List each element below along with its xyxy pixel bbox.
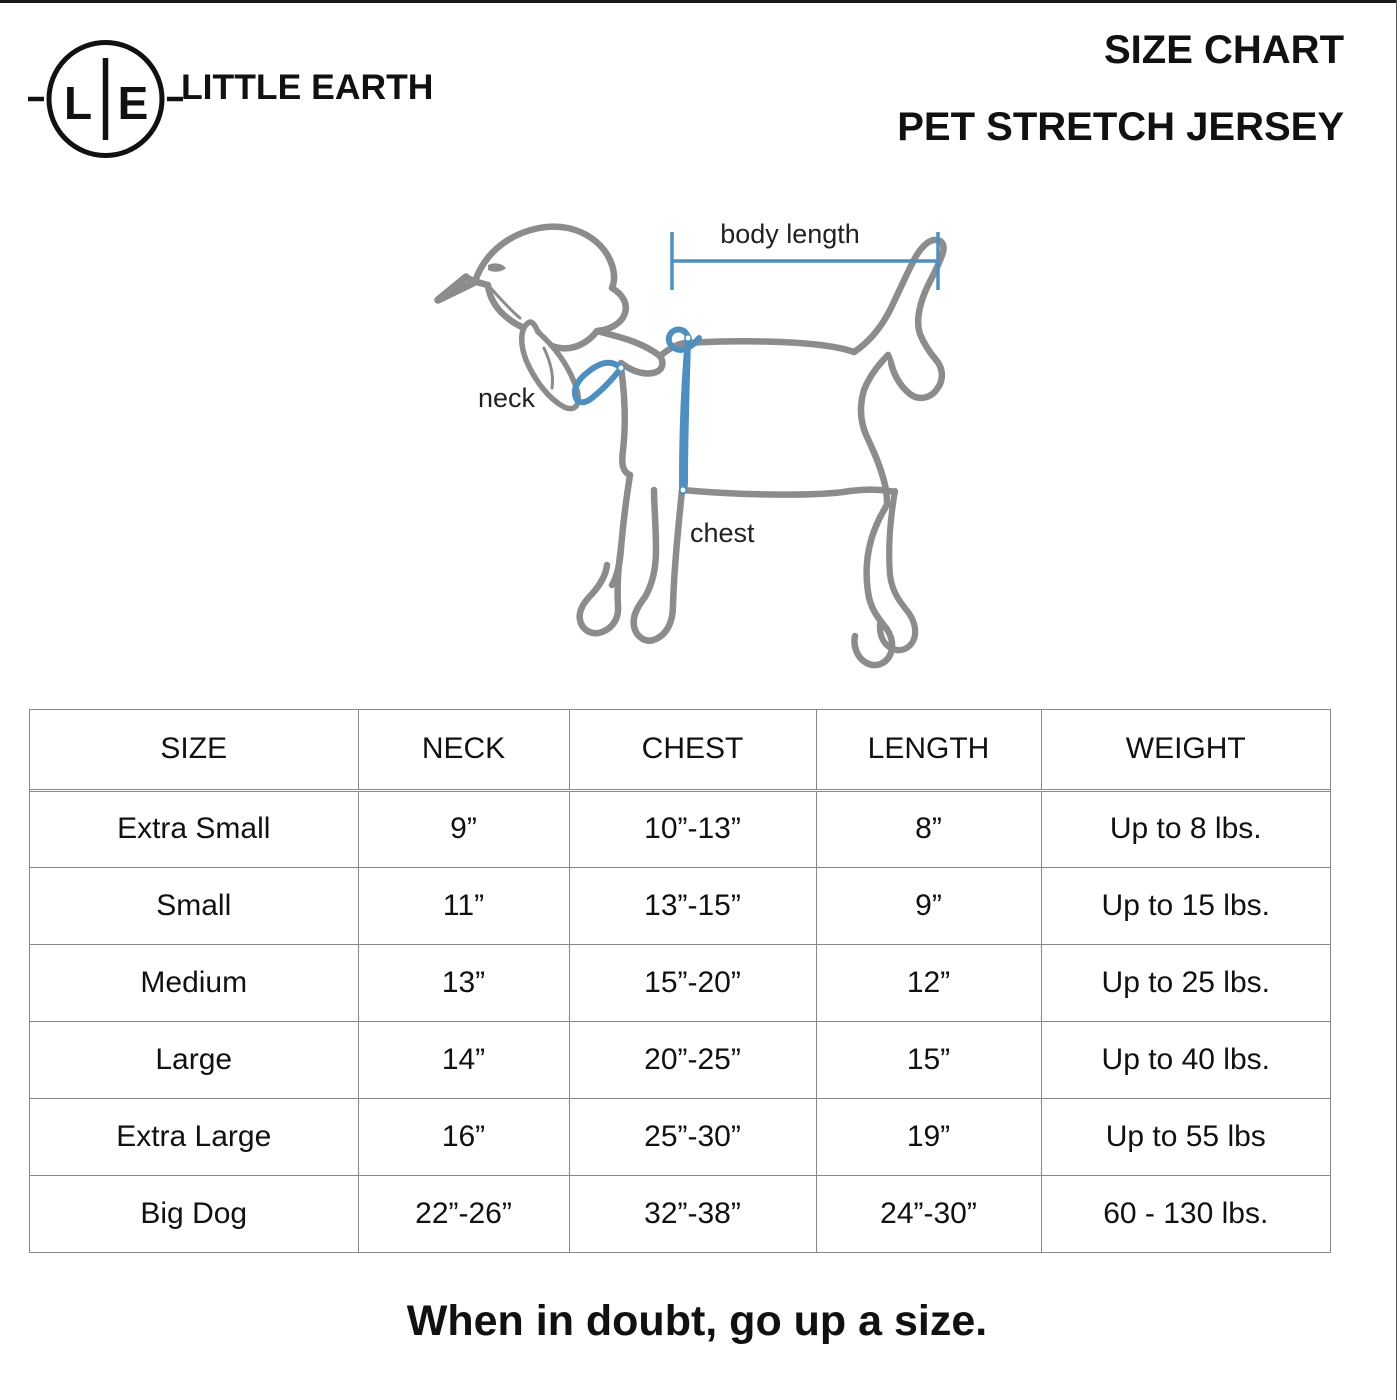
svg-text:E: E xyxy=(118,77,149,129)
svg-text:body length: body length xyxy=(720,219,860,249)
svg-text:neck: neck xyxy=(478,383,536,413)
svg-text:L: L xyxy=(64,77,92,129)
svg-text:chest: chest xyxy=(690,518,755,548)
